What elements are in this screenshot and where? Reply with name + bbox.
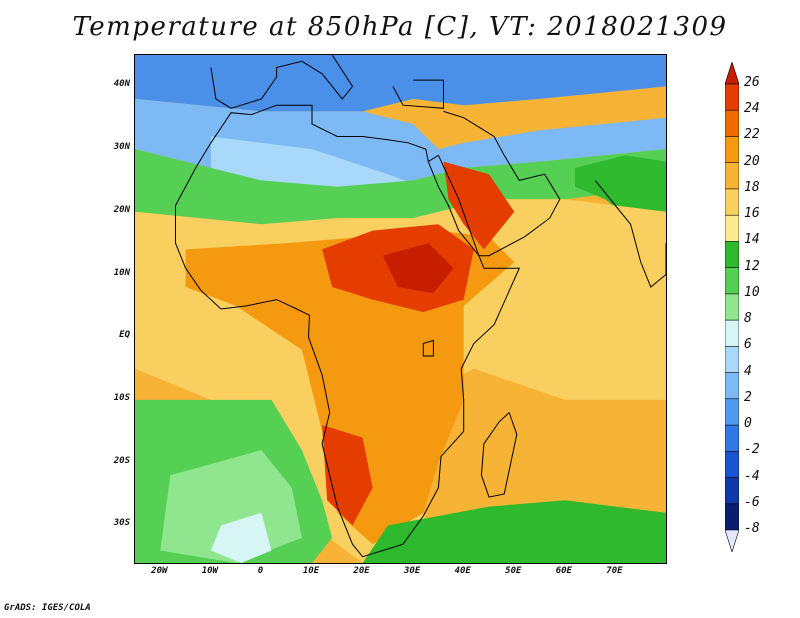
lon-tick-label: 20E	[353, 566, 370, 576]
region-namibia-hot	[322, 425, 373, 526]
lon-tick-label: 10E	[302, 566, 320, 576]
colorbar-swatch	[725, 503, 739, 531]
lon-tick-label: 70E	[606, 566, 623, 576]
lon-tick-label: 0	[257, 566, 264, 576]
colorbar-label: 0	[744, 416, 752, 432]
map-title: Temperature at 850hPa [C], VT: 201802130…	[72, 12, 728, 42]
lon-tick-label: 30E	[404, 566, 421, 576]
lat-tick-label: 40N	[113, 79, 130, 90]
lon-tick-label: 10W	[201, 566, 218, 576]
colorbar-swatch	[725, 62, 739, 85]
colorbar-label: 4	[744, 363, 752, 379]
lon-tick-label: 20W	[151, 566, 168, 576]
colorbar	[725, 62, 739, 552]
map-panel[interactable]	[134, 54, 667, 564]
colorbar-label: -4	[744, 468, 760, 484]
colorbar-swatch	[725, 424, 739, 453]
region-arabia-hot	[443, 161, 515, 250]
region-hotspot-core	[382, 243, 454, 294]
region-north-green	[135, 149, 666, 225]
colorbar-label: -8	[744, 521, 760, 536]
colorbar-swatch	[725, 477, 739, 505]
colorbar-swatch	[725, 109, 739, 138]
colorbar-swatch	[725, 162, 739, 190]
lat-tick-label: 20S	[113, 455, 130, 466]
turkey-coast	[392, 79, 444, 109]
colorbar-swatch	[725, 214, 739, 243]
colorbar-swatch	[725, 372, 739, 400]
africa-coast	[175, 104, 521, 558]
colorbar-swatch	[725, 398, 739, 426]
lat-tick-label: 10S	[113, 392, 130, 403]
arabia-coast	[428, 110, 561, 257]
colorbar-label: 22	[744, 127, 760, 143]
colorbar-swatch	[725, 83, 739, 112]
colorbar-min-arrow	[725, 529, 739, 552]
europe-coast	[210, 55, 354, 109]
colorbar-label: 6	[744, 337, 752, 353]
colorbar-label: 18	[744, 179, 760, 195]
credit-text: GrADS: IGES/COLA	[4, 603, 91, 613]
lon-tick-label: 50E	[505, 566, 522, 576]
colorbar-swatch	[725, 450, 739, 479]
colorbar-swatch	[725, 267, 739, 295]
colorbar-swatch	[725, 188, 739, 216]
colorbar-swatch	[725, 293, 739, 321]
colorbar-swatch	[725, 136, 739, 164]
madagascar-coast	[480, 412, 518, 498]
coastline-layer	[175, 55, 666, 558]
region-south-indian-green	[362, 500, 666, 563]
region-atlantic-cool	[210, 512, 272, 563]
colorbar-label: 12	[744, 258, 760, 274]
region-india-green	[575, 155, 666, 225]
colorbar-label: 14	[744, 232, 760, 248]
lat-tick-label: 30S	[113, 518, 130, 529]
lon-tick-label: 40E	[454, 566, 471, 576]
colorbar-label: 16	[744, 206, 760, 222]
colorbar-label: 2	[744, 389, 752, 405]
lat-tick-label: EQ	[119, 330, 130, 341]
colorbar-swatch	[725, 346, 739, 374]
colorbar-label: 20	[744, 153, 760, 169]
colorbar-label: -2	[744, 442, 760, 458]
lat-tick-label: 30N	[113, 142, 130, 153]
colorbar-swatch	[725, 319, 739, 348]
temperature-map	[135, 55, 666, 563]
colorbar-label: 8	[744, 311, 752, 327]
lon-tick-label: 60E	[555, 566, 572, 576]
lat-tick-label: 20N	[113, 204, 130, 215]
colorbar-label: -6	[744, 494, 760, 510]
colorbar-swatch	[725, 241, 739, 269]
lat-tick-label: 10N	[113, 267, 130, 278]
india-coast	[594, 180, 666, 288]
colorbar-label: 10	[744, 284, 760, 300]
colorbar-label: 24	[744, 101, 760, 117]
region-europe-cold	[135, 55, 666, 112]
colorbar-label: 26	[744, 75, 760, 90]
temperature-fill-layer	[135, 55, 666, 563]
lake-victoria	[422, 339, 434, 357]
